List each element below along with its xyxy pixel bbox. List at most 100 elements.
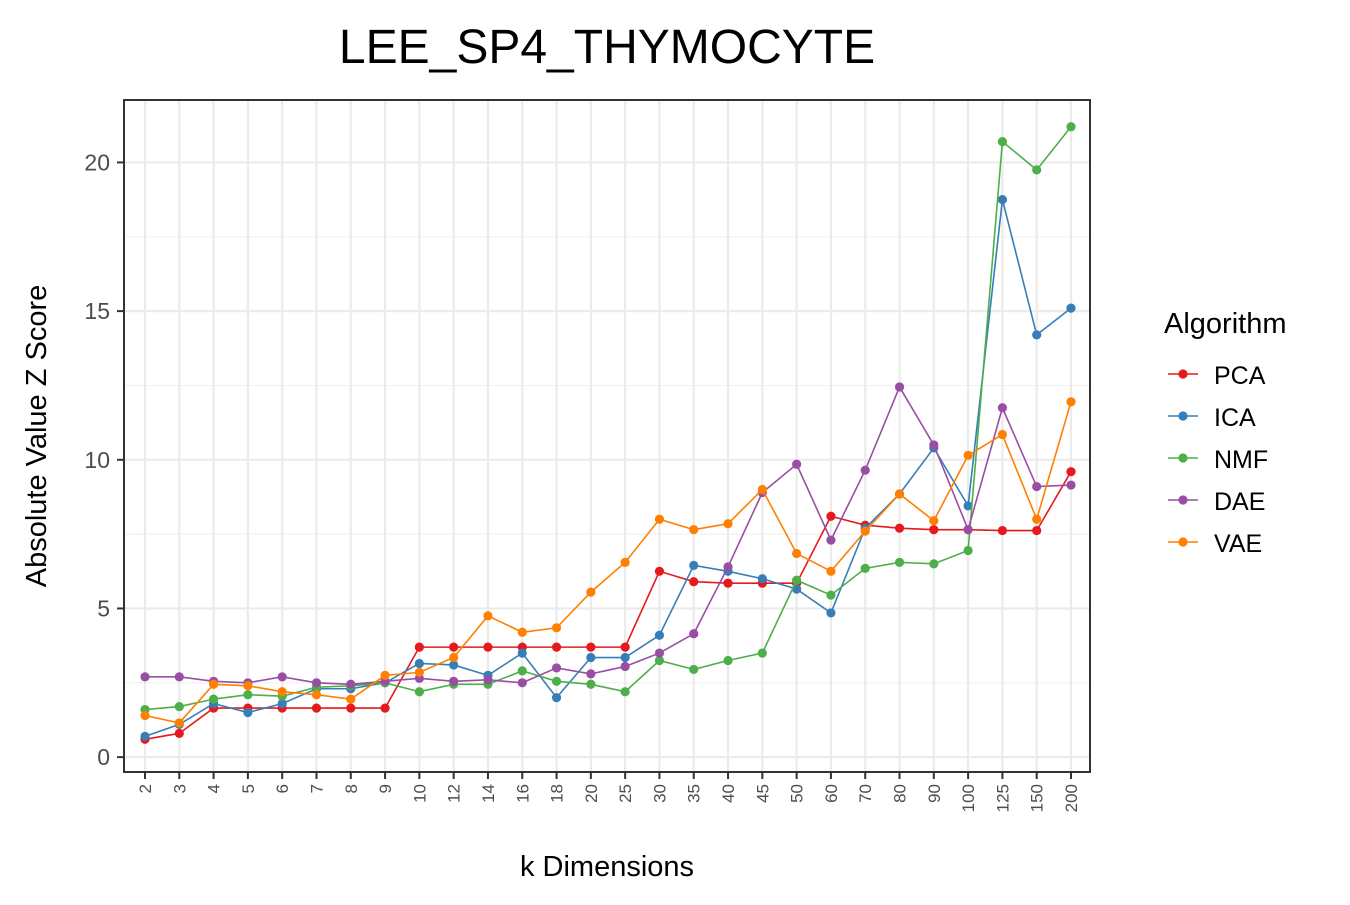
data-point-ica: [826, 608, 836, 618]
data-point-ica: [551, 693, 562, 703]
data-point-ica: [689, 560, 699, 570]
series-line-pca: [144, 471, 1072, 741]
data-point-pca: [826, 511, 836, 521]
legend-swatch-point: [1178, 495, 1188, 505]
data-point-ica: [414, 658, 424, 669]
data-point-pca: [620, 642, 630, 652]
x-tick-label: 50: [788, 784, 807, 803]
data-point-dae: [311, 678, 322, 688]
data-point-dae: [586, 669, 596, 679]
x-tick-label: 20: [582, 784, 601, 803]
data-point-vae: [483, 611, 493, 621]
x-tick-label: 12: [445, 784, 464, 803]
x-tick-label: 25: [616, 784, 635, 803]
data-point-pca: [174, 728, 184, 738]
x-tick-label: 70: [856, 784, 875, 803]
data-point-nmf: [654, 655, 665, 666]
data-point-dae: [620, 661, 630, 672]
x-tick-label: 90: [925, 784, 944, 803]
y-tick-label: 20: [84, 149, 110, 175]
data-point-nmf: [826, 590, 836, 600]
x-tick-label: 14: [479, 784, 498, 803]
legend: Algorithm PCA ICA NMF DAE VAE: [1164, 308, 1287, 558]
data-point-pca: [414, 642, 424, 652]
x-tick-label: 6: [273, 784, 292, 793]
series-vae: [140, 397, 1076, 728]
x-tick-label: 4: [205, 784, 224, 793]
legend-title: Algorithm: [1164, 308, 1287, 340]
data-point-nmf: [174, 701, 184, 712]
x-tick-label: 40: [719, 784, 738, 803]
data-point-nmf: [792, 575, 802, 585]
data-point-dae: [1032, 481, 1042, 492]
data-point-vae: [1066, 397, 1076, 407]
y-axis-label: Absolute Value Z Score: [21, 285, 53, 588]
x-axis: 2 3 4 5 6 7 8 9 10 12 14 16 18 20 25 30 35 40 45 50 60 70 80 90…: [136, 772, 1081, 812]
data-point-dae: [997, 403, 1008, 413]
data-point-vae: [929, 516, 939, 526]
data-point-dae: [689, 629, 699, 639]
legend-item-nmf: NMF: [1168, 446, 1268, 474]
data-point-vae: [346, 694, 356, 704]
plot-frame: [123, 99, 1091, 773]
x-tick-label: 7: [307, 784, 326, 793]
data-point-dae: [449, 676, 459, 686]
data-point-dae: [174, 672, 184, 682]
data-point-vae: [826, 566, 836, 576]
legend-label: ICA: [1214, 404, 1256, 432]
legend-item-vae: VAE: [1168, 530, 1262, 558]
data-point-vae: [723, 519, 733, 529]
data-point-pca: [483, 642, 493, 652]
legend-label: DAE: [1214, 488, 1265, 516]
series-dae: [140, 382, 1076, 689]
x-tick-label: 80: [891, 784, 910, 803]
x-tick-label: 60: [822, 784, 841, 803]
series-line-vae: [144, 401, 1072, 724]
data-point-vae: [140, 710, 150, 721]
legend-label: NMF: [1214, 446, 1268, 474]
x-tick-label: 8: [342, 784, 361, 793]
data-point-nmf: [1066, 122, 1076, 132]
data-point-dae: [1066, 480, 1076, 490]
data-point-nmf: [757, 648, 767, 658]
data-point-vae: [620, 557, 630, 567]
series-layer: [140, 122, 1076, 744]
legend-item-dae: DAE: [1168, 488, 1265, 516]
data-point-dae: [551, 663, 562, 673]
data-point-pca: [689, 577, 699, 587]
legend-label: VAE: [1214, 530, 1262, 558]
series-ica: [140, 195, 1076, 741]
data-point-pca: [894, 523, 905, 533]
x-tick-label: 9: [376, 784, 395, 793]
data-point-pca: [586, 642, 596, 652]
data-point-dae: [963, 525, 973, 535]
data-point-dae: [792, 459, 802, 469]
data-point-vae: [860, 526, 870, 536]
data-point-nmf: [860, 563, 870, 573]
data-point-pca: [449, 642, 459, 652]
data-point-vae: [311, 690, 322, 700]
x-tick-label: 45: [753, 784, 772, 803]
legend-swatch-point: [1178, 411, 1188, 421]
x-tick-label: 125: [993, 784, 1012, 812]
legend-items: PCA ICA NMF DAE VAE: [1168, 362, 1268, 558]
data-point-ica: [963, 501, 973, 511]
data-point-ica: [1066, 303, 1076, 313]
series-line-ica: [144, 199, 1072, 738]
data-point-pca: [1066, 467, 1076, 477]
data-point-dae: [277, 672, 287, 682]
series-nmf: [140, 122, 1076, 715]
data-point-pca: [997, 525, 1008, 536]
data-point-vae: [963, 450, 973, 460]
data-point-dae: [723, 562, 733, 572]
data-point-vae: [757, 484, 767, 495]
data-point-nmf: [208, 694, 219, 704]
legend-swatch-point: [1178, 369, 1188, 379]
data-point-nmf: [894, 557, 905, 567]
data-point-nmf: [620, 687, 630, 697]
data-point-vae: [208, 679, 219, 689]
data-point-vae: [689, 525, 699, 535]
data-point-pca: [380, 703, 390, 713]
data-point-pca: [929, 525, 939, 535]
